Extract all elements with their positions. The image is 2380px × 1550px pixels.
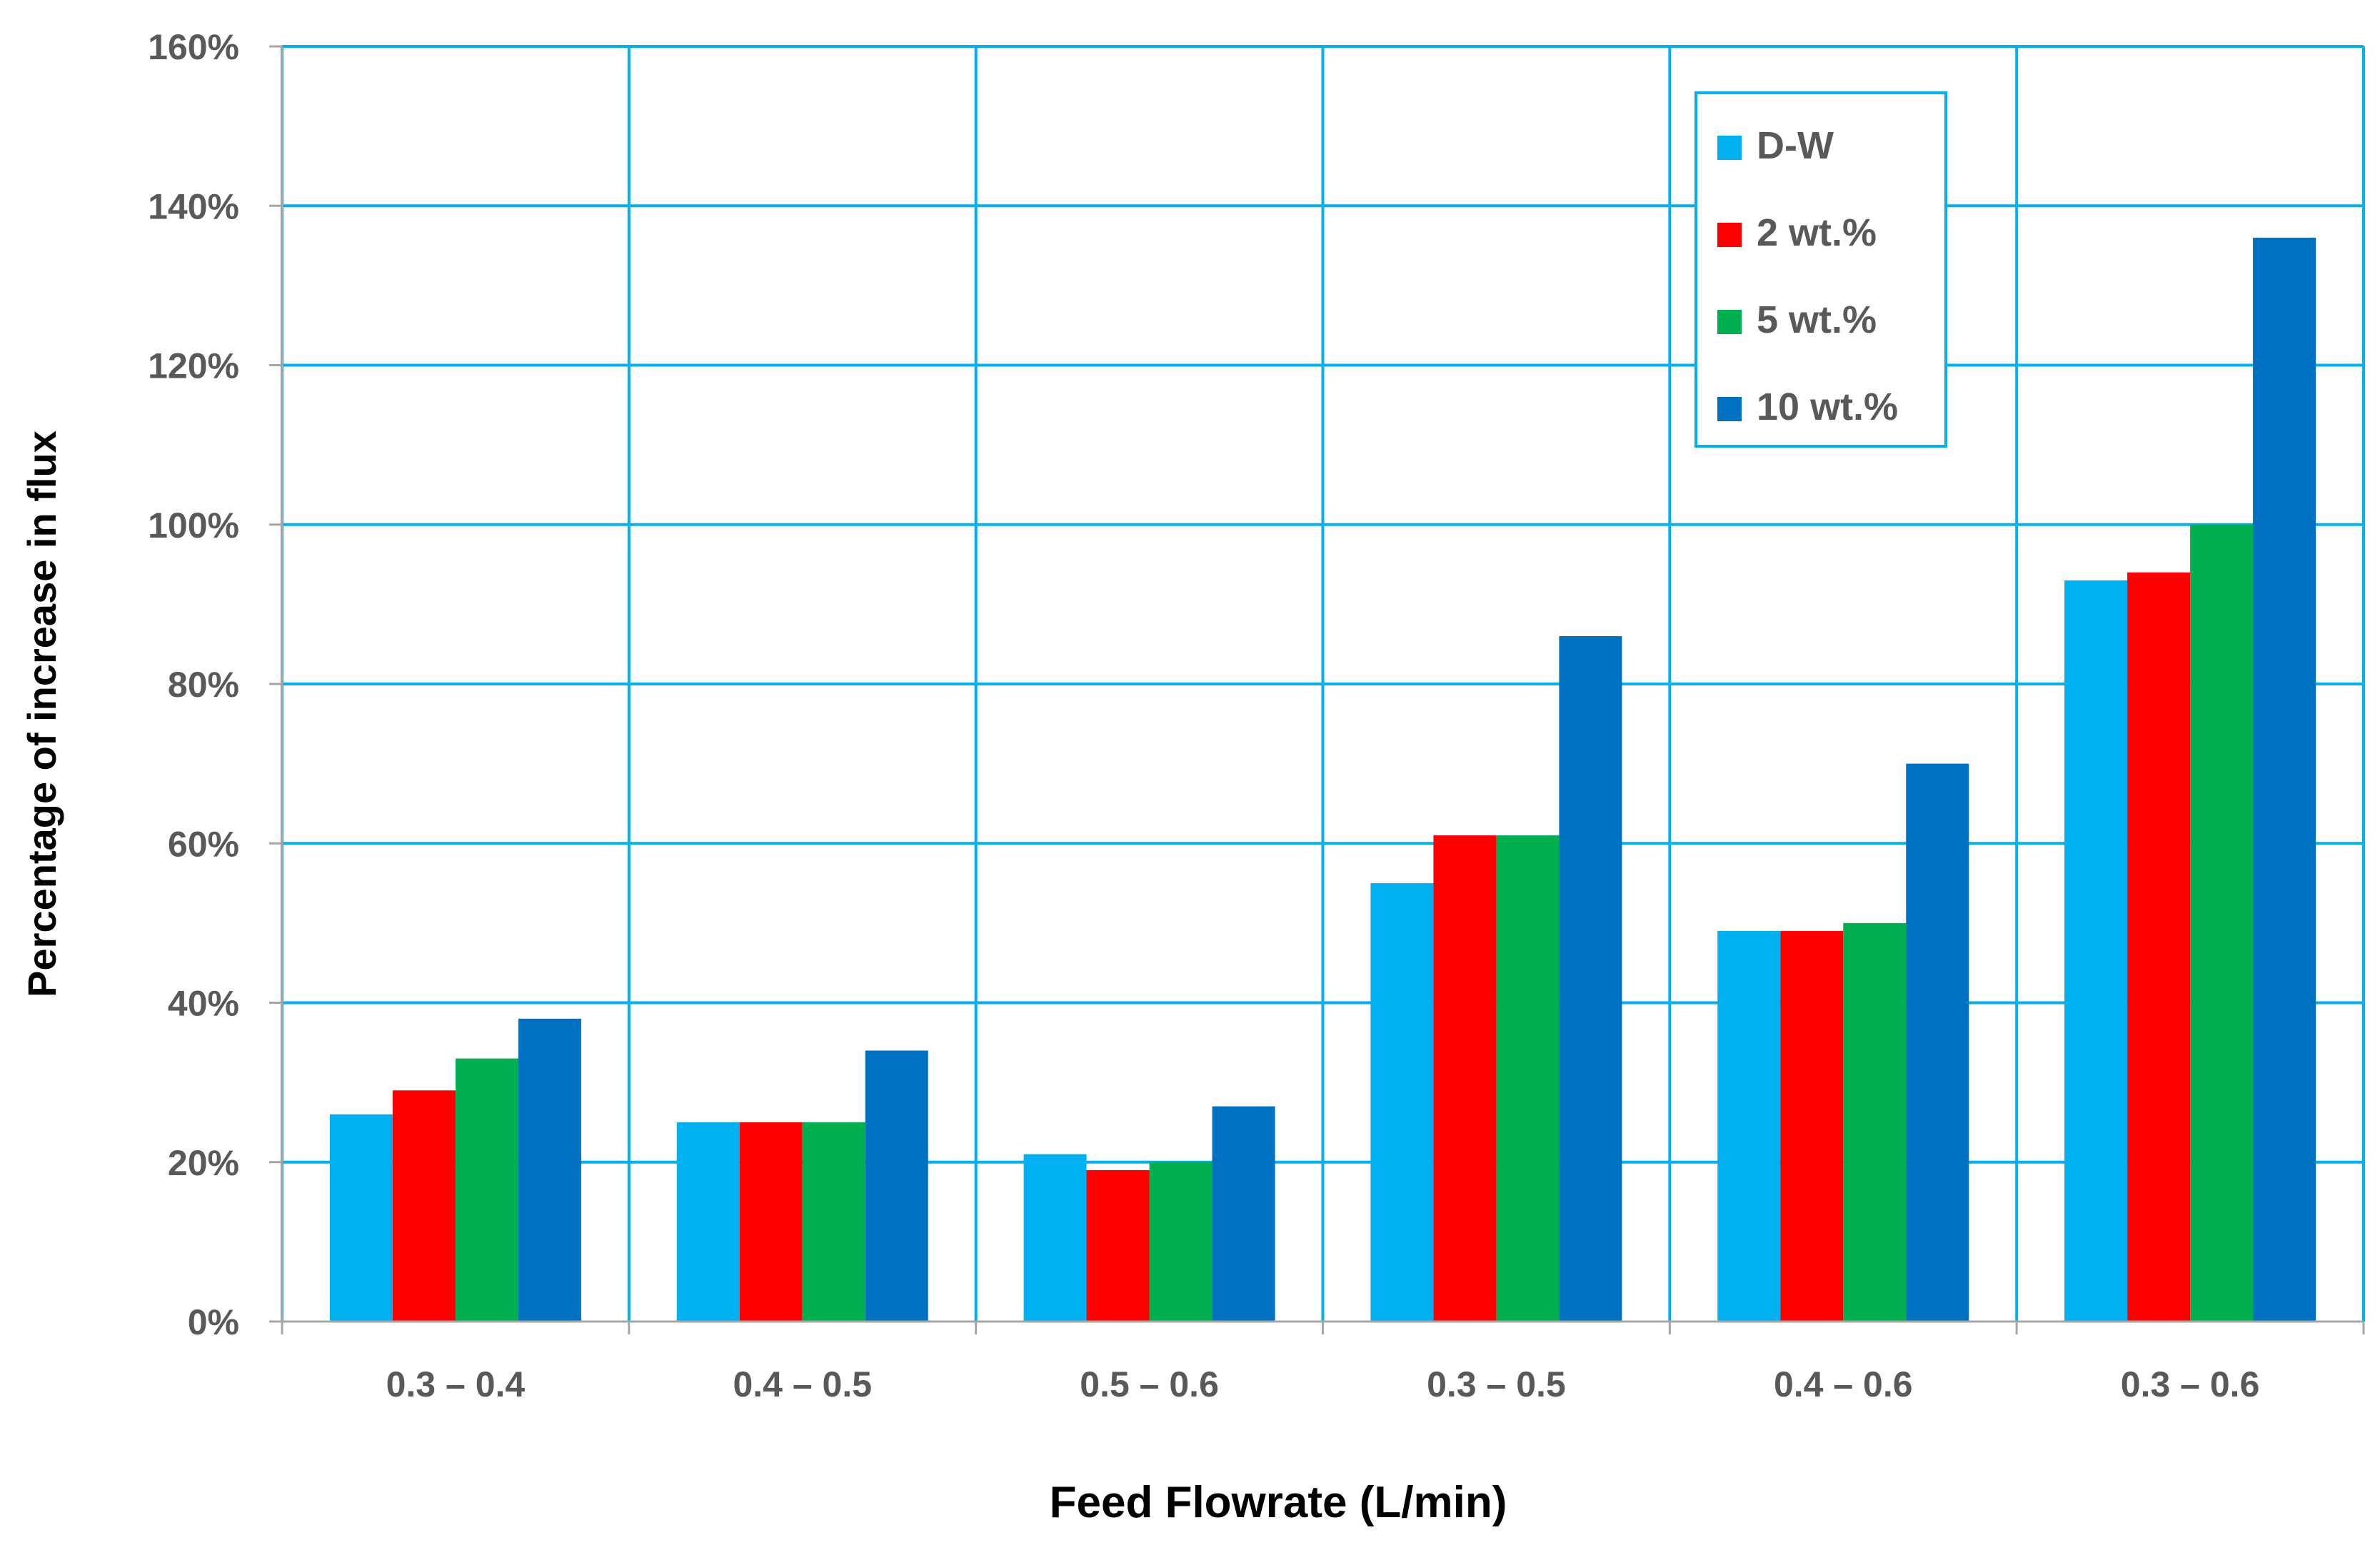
bar-5-wt-3 <box>1149 1162 1212 1322</box>
bar-d-w-4 <box>1370 883 1434 1322</box>
bar-10-wt-4 <box>1559 636 1622 1322</box>
bar-10-wt-3 <box>1212 1106 1275 1322</box>
y-tick-label: 120% <box>148 346 239 386</box>
bar-5-wt-1 <box>455 1058 518 1322</box>
bar-2-wt-1 <box>392 1090 456 1322</box>
bar-2-wt-6 <box>2127 572 2191 1322</box>
bar-10-wt-2 <box>865 1050 928 1322</box>
y-tick-label: 140% <box>148 186 239 226</box>
legend: D-W 2 wt.% 5 wt.% 10 wt.% <box>1694 91 1947 448</box>
axes: 0% 20% 40% 60% 80% 100% 120% 140% 160% 0.3 – 0.4 0… <box>148 27 2365 1404</box>
x-axis-label: Feed Flowrate (L/min) <box>1050 1478 1507 1527</box>
legend-swatch <box>1717 397 1742 421</box>
bar-d-w-3 <box>1023 1154 1087 1322</box>
legend-label: 5 wt.% <box>1757 298 1877 341</box>
bar-2-wt-5 <box>1780 931 1844 1322</box>
bar-5-wt-5 <box>1843 922 1907 1322</box>
bars <box>329 237 2316 1322</box>
y-tick-label: 40% <box>168 984 239 1024</box>
legend-swatch <box>1717 310 1742 334</box>
bar-5-wt-6 <box>2190 524 2254 1322</box>
bar-10-wt-5 <box>1906 763 1969 1322</box>
bar-5-wt-2 <box>802 1122 865 1322</box>
y-tick-label: 0% <box>188 1302 239 1342</box>
y-tick-label: 60% <box>168 824 239 864</box>
x-tick-label: 0.3 – 0.5 <box>1427 1364 1566 1404</box>
x-tick-label: 0.4 – 0.6 <box>1774 1364 1913 1404</box>
grid-lines <box>281 45 2365 1322</box>
legend-label: 10 wt.% <box>1757 386 1898 428</box>
bar-d-w-6 <box>2064 580 2128 1322</box>
bar-2-wt-2 <box>739 1122 803 1322</box>
y-tick-label: 100% <box>148 505 239 545</box>
bar-10-wt-1 <box>518 1018 581 1322</box>
y-tick-label: 20% <box>168 1143 239 1183</box>
x-tick-label: 0.3 – 0.4 <box>386 1364 526 1404</box>
x-tick-label: 0.5 – 0.6 <box>1080 1364 1219 1404</box>
bar-10-wt-6 <box>2253 237 2316 1322</box>
bar-d-w-1 <box>329 1114 393 1322</box>
y-axis-label: Percentage of increase in flux <box>19 431 64 997</box>
x-tick-label: 0.4 – 0.5 <box>733 1364 872 1404</box>
bar-2-wt-4 <box>1433 835 1497 1322</box>
legend-swatch <box>1717 136 1742 160</box>
bar-5-wt-4 <box>1496 835 1560 1322</box>
bar-d-w-2 <box>676 1122 740 1322</box>
legend-label: D-W <box>1757 124 1834 167</box>
x-tick-label: 0.3 – 0.6 <box>2121 1364 2260 1404</box>
bar-2-wt-3 <box>1086 1169 1150 1322</box>
y-tick-label: 80% <box>168 665 239 705</box>
legend-swatch <box>1717 223 1742 247</box>
bar-d-w-5 <box>1717 931 1781 1322</box>
y-tick-label: 160% <box>148 27 239 67</box>
legend-label: 2 wt.% <box>1757 211 1877 254</box>
